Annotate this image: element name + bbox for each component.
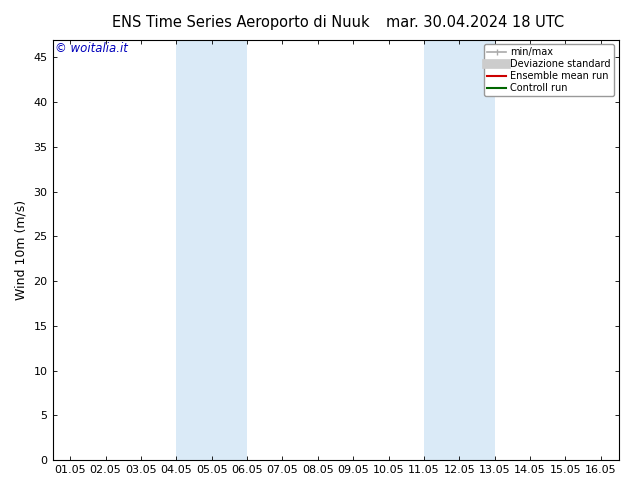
Text: © woitalia.it: © woitalia.it bbox=[55, 42, 128, 54]
Text: mar. 30.04.2024 18 UTC: mar. 30.04.2024 18 UTC bbox=[387, 15, 564, 30]
Bar bbox=[424, 40, 495, 460]
Y-axis label: Wind 10m (m/s): Wind 10m (m/s) bbox=[15, 200, 28, 300]
Legend: min/max, Deviazione standard, Ensemble mean run, Controll run: min/max, Deviazione standard, Ensemble m… bbox=[484, 45, 614, 96]
Text: ENS Time Series Aeroporto di Nuuk: ENS Time Series Aeroporto di Nuuk bbox=[112, 15, 370, 30]
Bar bbox=[176, 40, 247, 460]
